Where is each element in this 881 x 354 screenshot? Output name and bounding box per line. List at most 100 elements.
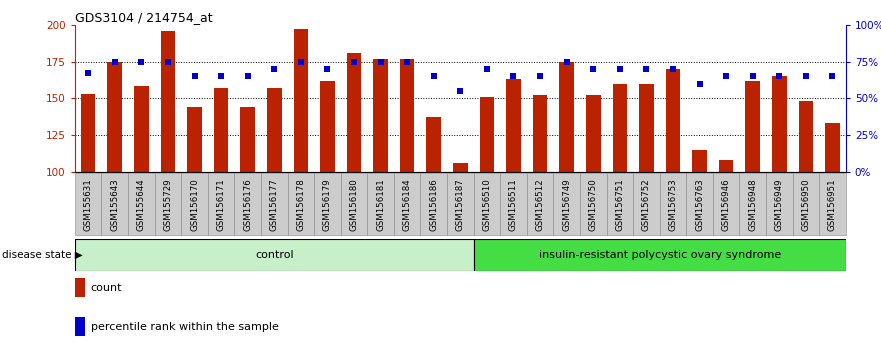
Text: GSM156176: GSM156176	[243, 178, 252, 231]
Point	[719, 73, 733, 79]
Bar	[75, 173, 101, 235]
Text: GSM156187: GSM156187	[455, 178, 465, 231]
Bar	[766, 173, 793, 235]
Point	[559, 59, 574, 64]
Bar	[739, 173, 766, 235]
Text: GSM156178: GSM156178	[296, 178, 306, 231]
Text: GSM156179: GSM156179	[323, 178, 332, 231]
Bar	[374, 58, 388, 172]
Bar	[580, 173, 606, 235]
Point	[533, 73, 547, 79]
Point	[799, 73, 813, 79]
Point	[321, 66, 335, 72]
Bar	[633, 173, 660, 235]
Text: GSM156184: GSM156184	[403, 178, 411, 231]
Text: GSM156512: GSM156512	[536, 178, 544, 231]
Bar	[479, 97, 494, 172]
Bar	[160, 31, 175, 172]
Bar	[241, 107, 255, 172]
Text: disease state ▶: disease state ▶	[2, 250, 83, 260]
Point	[692, 81, 707, 86]
Bar	[713, 173, 739, 235]
Bar	[75, 239, 474, 271]
Bar	[208, 173, 234, 235]
Bar	[155, 173, 181, 235]
Text: GSM155643: GSM155643	[110, 178, 119, 231]
Bar	[81, 94, 95, 172]
Bar	[639, 84, 654, 172]
Point	[188, 73, 202, 79]
Text: GSM156181: GSM156181	[376, 178, 385, 231]
Point	[613, 66, 627, 72]
Bar	[612, 84, 627, 172]
Point	[586, 66, 600, 72]
Text: GSM156170: GSM156170	[190, 178, 199, 231]
Text: GSM156177: GSM156177	[270, 178, 278, 231]
Point	[214, 73, 228, 79]
Text: GSM156750: GSM156750	[589, 178, 597, 231]
Bar	[293, 29, 308, 172]
Bar	[134, 86, 149, 172]
Bar	[187, 107, 202, 172]
Point	[640, 66, 654, 72]
Bar	[101, 173, 128, 235]
Point	[161, 59, 175, 64]
Text: GSM156951: GSM156951	[828, 178, 837, 231]
Bar	[287, 173, 315, 235]
Bar	[825, 123, 840, 172]
Point	[773, 73, 787, 79]
Bar	[214, 88, 228, 172]
Bar	[234, 173, 261, 235]
Text: insulin-resistant polycystic ovary syndrome: insulin-resistant polycystic ovary syndr…	[538, 250, 781, 260]
Point	[400, 59, 414, 64]
Bar	[420, 173, 447, 235]
Point	[241, 73, 255, 79]
Bar	[394, 173, 420, 235]
Bar	[474, 239, 846, 271]
Bar	[533, 95, 547, 172]
Bar	[400, 58, 414, 172]
Bar	[719, 160, 734, 172]
Point	[480, 66, 494, 72]
Bar	[453, 163, 468, 172]
Point	[426, 73, 440, 79]
Point	[825, 73, 840, 79]
Bar	[320, 81, 335, 172]
Point	[107, 59, 122, 64]
Text: count: count	[91, 283, 122, 293]
Bar	[367, 173, 394, 235]
Bar	[341, 173, 367, 235]
Bar	[107, 62, 122, 172]
Bar	[559, 62, 574, 172]
Text: GSM156949: GSM156949	[774, 178, 784, 231]
Point	[293, 59, 307, 64]
Bar	[315, 173, 341, 235]
Bar	[553, 173, 580, 235]
Text: GSM156753: GSM156753	[669, 178, 677, 231]
Text: GSM156171: GSM156171	[217, 178, 226, 231]
Point	[267, 66, 281, 72]
Text: GSM156763: GSM156763	[695, 178, 704, 231]
Bar	[507, 79, 521, 172]
Text: GSM156749: GSM156749	[562, 178, 571, 231]
Bar	[447, 173, 474, 235]
Text: GSM156950: GSM156950	[802, 178, 811, 231]
Point	[374, 59, 388, 64]
Bar	[772, 76, 787, 172]
Text: GSM156186: GSM156186	[429, 178, 438, 231]
Bar	[128, 173, 155, 235]
Text: GSM155729: GSM155729	[163, 178, 173, 231]
Point	[134, 59, 148, 64]
Text: GSM156180: GSM156180	[350, 178, 359, 231]
Bar	[606, 173, 633, 235]
Point	[454, 88, 468, 94]
Text: GSM155631: GSM155631	[84, 178, 93, 231]
Bar	[267, 88, 282, 172]
Point	[745, 73, 759, 79]
Text: GDS3104 / 214754_at: GDS3104 / 214754_at	[75, 11, 212, 24]
Bar	[527, 173, 553, 235]
Bar	[474, 173, 500, 235]
Text: GSM156946: GSM156946	[722, 178, 730, 231]
Point	[666, 66, 680, 72]
Bar	[793, 173, 819, 235]
